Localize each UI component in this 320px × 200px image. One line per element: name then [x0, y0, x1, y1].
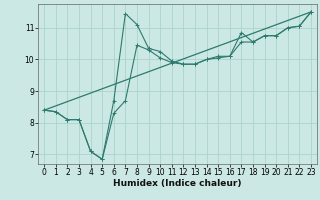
X-axis label: Humidex (Indice chaleur): Humidex (Indice chaleur) [113, 179, 242, 188]
